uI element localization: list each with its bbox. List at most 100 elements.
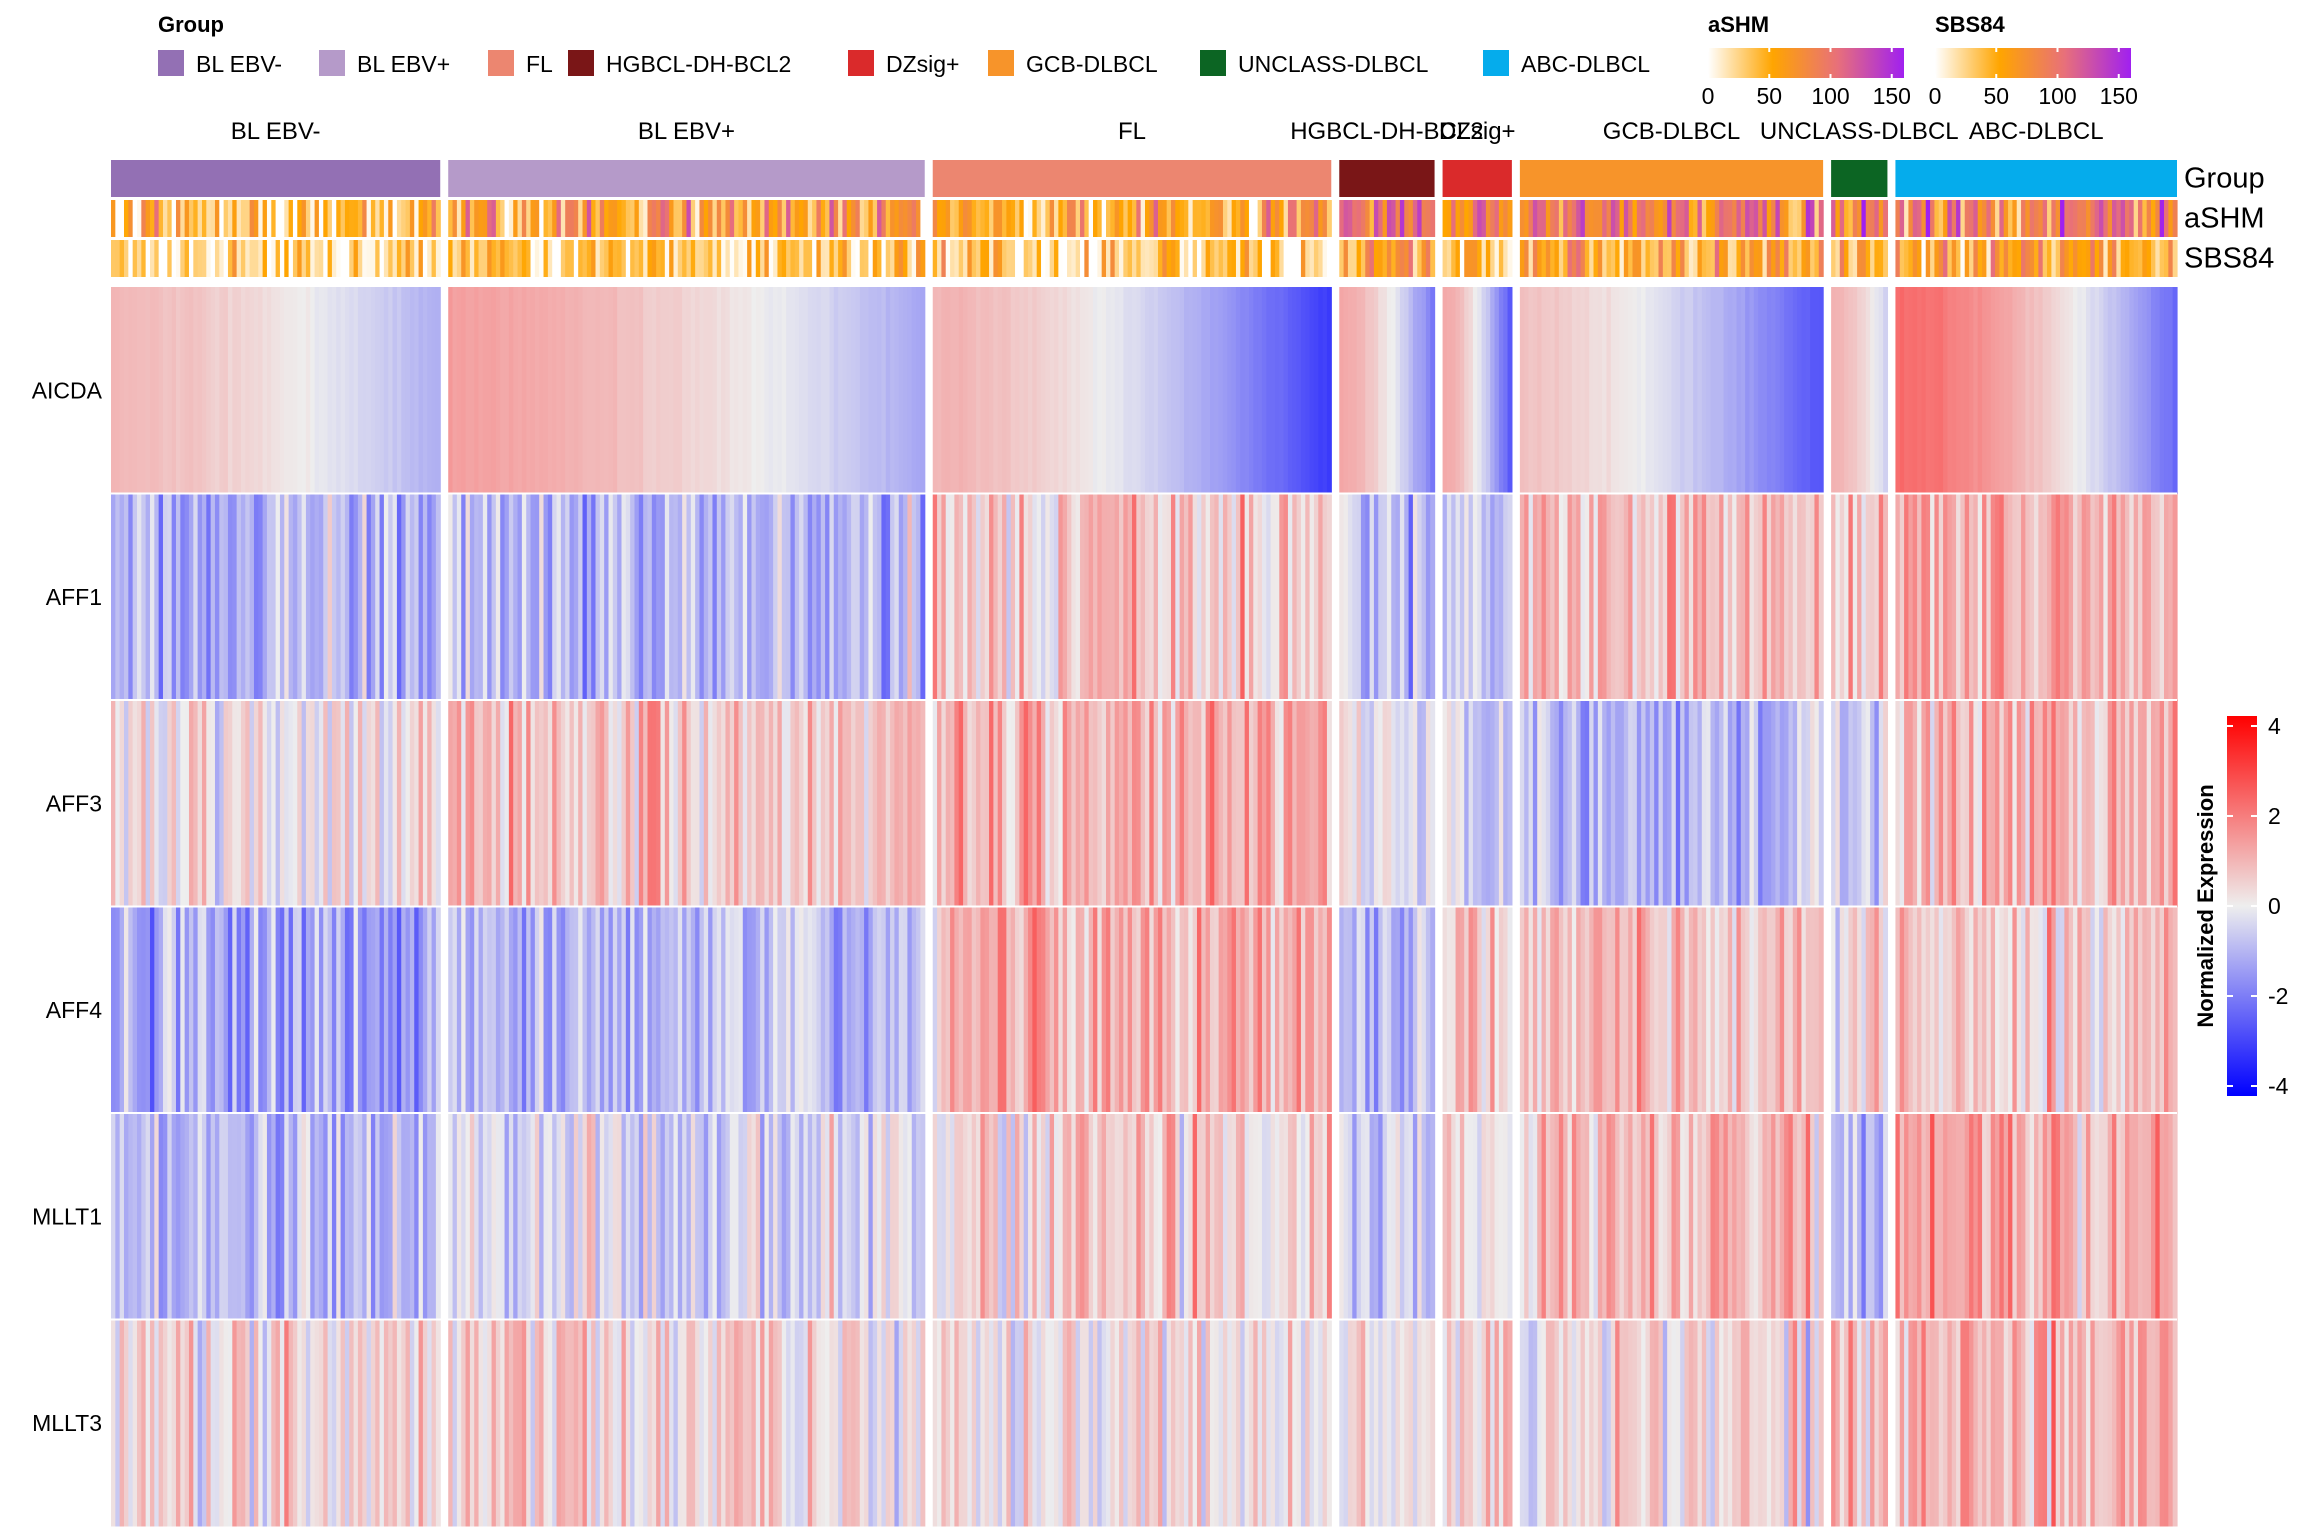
heatmap-cell — [154, 493, 160, 701]
heatmap-cell — [612, 287, 618, 494]
heatmap-cell — [1446, 906, 1452, 1114]
heatmap-cell — [128, 1319, 134, 1527]
heatmap-cell — [1373, 1113, 1379, 1320]
heatmap-cell — [1567, 493, 1573, 701]
sbs84-legend: SBS84 0 50 100 150 — [1929, 12, 2138, 109]
sbs84-cell — [1296, 240, 1302, 277]
heatmap-cell — [1006, 287, 1012, 494]
heatmap-cell — [219, 493, 225, 701]
heatmap-cell — [1326, 493, 1332, 701]
heatmap-cell — [816, 1113, 822, 1320]
heatmap-cell — [1179, 287, 1185, 494]
heatmap-cell — [963, 906, 968, 1114]
heatmap-cell — [448, 287, 454, 494]
heatmap-cell — [145, 700, 151, 907]
sbs84-cell — [422, 240, 428, 277]
heatmap-cell — [1140, 493, 1146, 701]
heatmap-cell — [1917, 1113, 1923, 1320]
heatmap-cell — [2034, 287, 2039, 494]
heatmap-cell — [1938, 1113, 1944, 1320]
heatmap-cell — [123, 1319, 129, 1527]
ashm-cell — [1576, 200, 1582, 237]
sbs84-cell — [1904, 240, 1910, 277]
heatmap-cell — [872, 1319, 878, 1527]
heatmap-cell — [997, 1113, 1003, 1320]
heatmap-cell — [2159, 1113, 2165, 1320]
heatmap-cell — [284, 287, 290, 494]
heatmap-cell — [1352, 700, 1358, 907]
sbs84-cell — [673, 240, 679, 277]
ashm-cell — [375, 200, 381, 237]
heatmap-cell — [427, 700, 433, 907]
heatmap-cell — [656, 700, 662, 907]
heatmap-cell — [872, 700, 878, 907]
ashm-cell — [846, 200, 852, 237]
heatmap-cell — [989, 493, 994, 701]
ashm-cell — [1964, 200, 1970, 237]
heatmap-cell — [1740, 1319, 1746, 1527]
heatmap-cell — [807, 1319, 813, 1527]
heatmap-cell — [2064, 700, 2070, 907]
heatmap-cell — [734, 1113, 740, 1320]
sbs84-cell — [612, 240, 618, 277]
heatmap-cell — [1554, 287, 1560, 494]
heatmap-cell — [1188, 493, 1194, 701]
heatmap-cell — [997, 287, 1003, 494]
heatmap-cell — [1485, 1319, 1491, 1527]
heatmap-cell — [2164, 906, 2169, 1114]
ashm-cell — [786, 200, 792, 237]
heatmap-cell — [721, 493, 727, 701]
heatmap-cell — [932, 1319, 938, 1527]
heatmap-cell — [2151, 287, 2156, 494]
heatmap-cell — [1205, 700, 1211, 907]
heatmap-cell — [1442, 493, 1448, 701]
heatmap-cell — [881, 493, 887, 701]
heatmap-cell — [1921, 700, 1927, 907]
heatmap-cell — [2042, 287, 2048, 494]
heatmap-cell — [1710, 493, 1716, 701]
heatmap-cell — [1779, 493, 1785, 701]
heatmap-cell — [1498, 1319, 1504, 1527]
heatmap-cell — [634, 906, 640, 1114]
heatmap-cell — [123, 287, 129, 494]
heatmap-cell — [738, 906, 744, 1114]
heatmap-cell — [647, 1113, 653, 1320]
heatmap-cell — [1002, 1113, 1007, 1320]
ashm-cell — [1995, 200, 2000, 237]
heatmap-cell — [920, 287, 926, 494]
heatmap-cell — [1528, 906, 1534, 1114]
ashm-cell — [1662, 200, 1668, 237]
heatmap-cell — [703, 493, 709, 701]
heatmap-cell — [2012, 906, 2018, 1114]
heatmap-cell — [1528, 1319, 1534, 1527]
ashm-cell — [266, 200, 272, 237]
heatmap-cell — [1943, 700, 1949, 907]
heatmap-cell — [465, 700, 471, 907]
heatmap-cell — [1218, 1113, 1224, 1320]
heatmap-cell — [1710, 287, 1716, 494]
sbs84-cell — [2025, 240, 2031, 277]
column-group-title: FL — [1118, 118, 1146, 145]
ashm-cell — [1477, 200, 1483, 237]
heatmap-cell — [305, 493, 311, 701]
heatmap-cell — [2038, 700, 2044, 907]
sbs84-cell — [1623, 240, 1629, 277]
heatmap-cell — [487, 906, 493, 1114]
heatmap-cell — [2042, 493, 2048, 701]
heatmap-cell — [1990, 1113, 1996, 1320]
heatmap-cell — [111, 700, 116, 907]
heatmap-cell — [2016, 493, 2022, 701]
sbs84-cell — [418, 240, 424, 277]
heatmap-cell — [2168, 493, 2174, 701]
heatmap-cell — [1956, 906, 1962, 1114]
heatmap-cell — [703, 1319, 709, 1527]
heatmap-cell — [517, 287, 523, 494]
heatmap-cell — [2129, 700, 2135, 907]
legend-entry: BL EBV+ — [319, 50, 450, 77]
heatmap-cell — [262, 287, 268, 494]
heatmap-cell — [392, 1113, 398, 1320]
heatmap-cell — [660, 906, 666, 1114]
heatmap-cell — [232, 287, 238, 494]
heatmap-cell — [833, 1319, 839, 1527]
